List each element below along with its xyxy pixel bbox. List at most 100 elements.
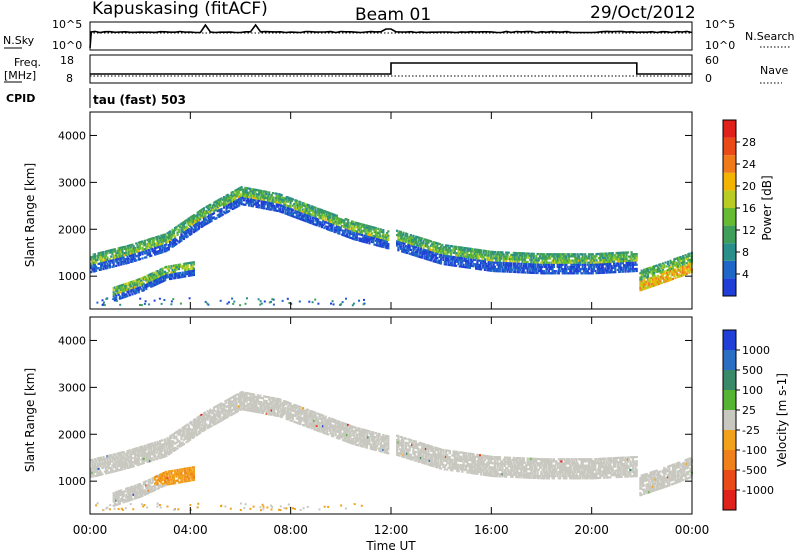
colorbar-segment: [723, 208, 736, 226]
echo-cell: [205, 222, 208, 225]
echo-cell: [332, 303, 335, 306]
echo-cell: [643, 279, 646, 282]
echo-cell: [554, 259, 557, 262]
echo-cell: [160, 240, 163, 244]
echo-cell: [184, 232, 187, 235]
echo-cell: [547, 253, 550, 256]
echo-cell: [195, 432, 198, 435]
echo-cell: [270, 407, 273, 410]
echo-cell: [334, 231, 337, 234]
echo-cell: [209, 421, 212, 424]
echo-cell: [577, 261, 581, 264]
echo-cell: [447, 257, 450, 260]
echo-cell: [181, 435, 184, 438]
echo-cell: [522, 271, 525, 274]
echo-cell: [565, 270, 568, 273]
echo-cell: [179, 236, 182, 239]
echo-cell: [340, 229, 343, 232]
echo-cell: [510, 266, 513, 269]
echo-cell: [352, 227, 355, 230]
echo-cell: [100, 264, 103, 267]
echo-cell: [111, 458, 114, 461]
echo-cell: [157, 453, 160, 456]
echo-cell: [126, 454, 129, 457]
echo-cell: [320, 226, 323, 229]
echo-cell: [352, 237, 355, 240]
echo-cell: [125, 258, 128, 261]
echo-cell: [584, 272, 587, 275]
echo-cell: [90, 471, 93, 474]
echo-cell: [298, 407, 301, 410]
echo-cell: [675, 257, 678, 260]
echo-cell: [605, 258, 608, 261]
echo-cell: [182, 223, 185, 226]
echo-cell: [611, 256, 614, 259]
echo-cell: [462, 263, 465, 266]
echo-cell: [165, 276, 168, 279]
echo-cell: [615, 262, 618, 265]
echo-cell: [148, 281, 152, 285]
echo-cell: [136, 461, 139, 464]
echo-cell: [102, 253, 105, 256]
echo-cell: [280, 200, 283, 203]
echo-cell: [601, 252, 604, 255]
echo-cell: [233, 196, 236, 199]
echo-cell: [100, 473, 103, 476]
echo-cell: [123, 283, 127, 286]
echo-cell: [653, 267, 656, 270]
echo-cell: [623, 253, 626, 256]
echo-cell: [125, 452, 128, 455]
echo-cell: [174, 436, 177, 439]
echo-cell: [141, 251, 144, 254]
echo-cell: [150, 272, 153, 276]
echo-cell: [265, 406, 268, 409]
echo-cell: [507, 264, 510, 267]
echo-cell: [587, 261, 591, 264]
echo-cell: [157, 235, 160, 238]
echo-cell: [547, 265, 550, 268]
echo-cell: [575, 257, 578, 260]
echo-cell: [122, 451, 125, 454]
echo-cell: [279, 400, 282, 403]
echo-cell: [197, 424, 201, 427]
echo-cell: [179, 225, 182, 228]
echo-cell: [106, 465, 109, 468]
echo-cell: [192, 433, 195, 437]
echo-cell: [222, 403, 226, 406]
echo-cell: [562, 253, 565, 256]
echo-cell: [216, 410, 219, 413]
echo-cell: [470, 258, 473, 261]
echo-cell: [115, 288, 118, 291]
echo-cell: [167, 239, 170, 242]
echo-cell: [136, 287, 139, 290]
echo-cell: [108, 257, 111, 261]
echo-cell: [155, 270, 158, 273]
echo-cell: [121, 256, 124, 260]
echo-cell: [181, 267, 184, 270]
echo-cell: [584, 255, 587, 258]
echo-cell: [304, 414, 307, 417]
echo-cell: [241, 401, 244, 405]
echo-cell: [537, 267, 540, 270]
echo-cell: [547, 261, 550, 264]
echo-cell: [140, 288, 143, 291]
echo-cell: [412, 236, 415, 240]
echo-cell: [227, 301, 230, 304]
echo-cell: [300, 417, 303, 420]
echo-cell: [365, 233, 369, 236]
echo-cell: [547, 270, 550, 273]
echo-cell: [172, 234, 175, 237]
echo-cell: [606, 256, 609, 259]
echo-cell: [167, 246, 170, 249]
echo-cell: [285, 198, 288, 201]
echo-cell: [172, 432, 175, 436]
echo-cell: [201, 417, 204, 420]
echo-cell: [376, 242, 379, 245]
echo-cell: [226, 210, 229, 213]
echo-cell: [645, 286, 648, 290]
echo-cell: [630, 251, 633, 254]
echo-cell: [219, 210, 222, 213]
echo-cell: [510, 268, 513, 271]
echo-cell: [304, 215, 307, 218]
echo-cell: [290, 415, 293, 418]
